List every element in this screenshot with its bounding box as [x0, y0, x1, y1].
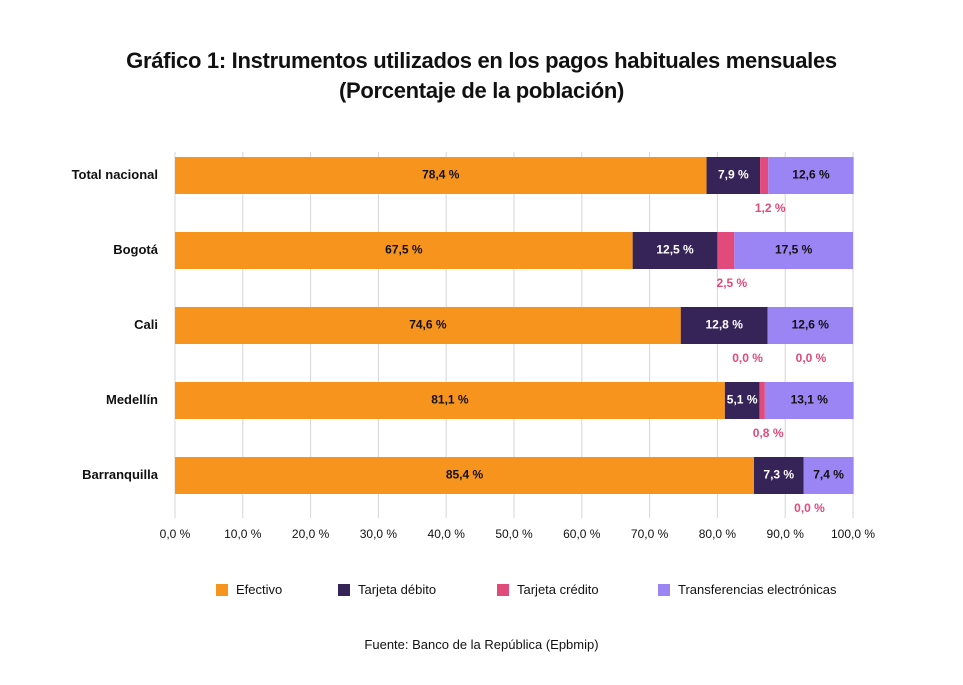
data-label-below: 2,5 %: [717, 276, 748, 290]
data-label: 12,5 %: [656, 243, 694, 257]
data-label-below: 0,0 %: [732, 351, 763, 365]
x-tick-label: 40,0 %: [428, 527, 466, 541]
bar-segment: [717, 232, 735, 269]
bar-segment: [768, 157, 854, 194]
legend-item-efectivo: Efectivo: [216, 582, 282, 597]
data-label: 17,5 %: [775, 243, 813, 257]
bar-segment: [175, 157, 707, 194]
data-label: 12,6 %: [792, 318, 830, 332]
x-tick-label: 90,0 %: [767, 527, 805, 541]
data-label: 78,4 %: [422, 168, 460, 182]
bar-segment: [803, 457, 854, 494]
bar-segment: [175, 307, 681, 344]
category-label: Total nacional: [72, 167, 158, 182]
bar-segment: [724, 382, 760, 419]
legend-swatch-transferencias: [658, 583, 670, 596]
x-tick-label: 60,0 %: [563, 527, 601, 541]
bar-segment: [767, 307, 853, 344]
x-tick-label: 20,0 %: [292, 527, 330, 541]
data-label: 12,8 %: [706, 318, 744, 332]
bar-segment: [764, 382, 854, 419]
x-tick-label: 50,0 %: [495, 527, 533, 541]
legend-swatch-tarjeta-debito: [338, 583, 350, 596]
x-tick-label: 100,0 %: [831, 527, 875, 541]
bar-segment: [175, 232, 633, 269]
x-tick-label: 70,0 %: [631, 527, 669, 541]
x-tick-label: 0,0 %: [160, 527, 191, 541]
chart-title: Gráfico 1: Instrumentos utilizados en lo…: [126, 48, 837, 73]
chart-subtitle: (Porcentaje de la población): [339, 78, 624, 103]
x-tick-label: 10,0 %: [224, 527, 262, 541]
bar-segment: [632, 232, 718, 269]
category-label: Cali: [134, 317, 158, 332]
bar-segment: [759, 382, 765, 419]
source-note: Fuente: Banco de la República (Epbmip): [364, 637, 599, 652]
data-label: 74,6 %: [409, 318, 447, 332]
data-label: 7,3 %: [763, 468, 794, 482]
legend-swatch-efectivo: [216, 583, 228, 596]
bar-segment: [680, 307, 768, 344]
legend-item-transferencias: Transferencias electrónicas: [658, 582, 836, 597]
bar-segment: [706, 157, 761, 194]
data-label-below: 0,0 %: [796, 351, 827, 365]
data-label-below: 1,2 %: [755, 201, 786, 215]
x-tick-label: 80,0 %: [699, 527, 737, 541]
bar-segment: [175, 457, 755, 494]
data-label: 5,1 %: [727, 393, 758, 407]
data-label: 7,9 %: [718, 168, 749, 182]
legend: Efectivo Tarjeta débito Tarjeta crédito …: [0, 582, 963, 602]
bar-segment: [175, 382, 725, 419]
data-label: 13,1 %: [791, 393, 829, 407]
data-label: 85,4 %: [446, 468, 484, 482]
legend-item-tarjeta-credito: Tarjeta crédito: [497, 582, 599, 597]
data-label-below: 0,0 %: [794, 501, 825, 515]
data-label: 67,5 %: [385, 243, 423, 257]
data-label: 12,6 %: [792, 168, 830, 182]
legend-swatch-tarjeta-credito: [497, 583, 509, 596]
data-label: 81,1 %: [431, 393, 469, 407]
legend-label-efectivo: Efectivo: [236, 582, 283, 597]
bar-segment: [734, 232, 853, 269]
category-label: Medellín: [106, 392, 158, 407]
bar-segment: [754, 457, 804, 494]
legend-label-tarjeta-debito: Tarjeta débito: [358, 582, 437, 597]
data-label-below: 0,8 %: [753, 426, 784, 440]
bar-segment: [760, 157, 769, 194]
legend-label-tarjeta-credito: Tarjeta crédito: [517, 582, 599, 597]
x-tick-label: 30,0 %: [360, 527, 398, 541]
legend-label-transferencias: Transferencias electrónicas: [678, 582, 837, 597]
category-label: Barranquilla: [82, 467, 159, 482]
data-label: 7,4 %: [813, 468, 844, 482]
legend-item-tarjeta-debito: Tarjeta débito: [338, 582, 436, 597]
category-label: Bogotá: [113, 242, 159, 257]
